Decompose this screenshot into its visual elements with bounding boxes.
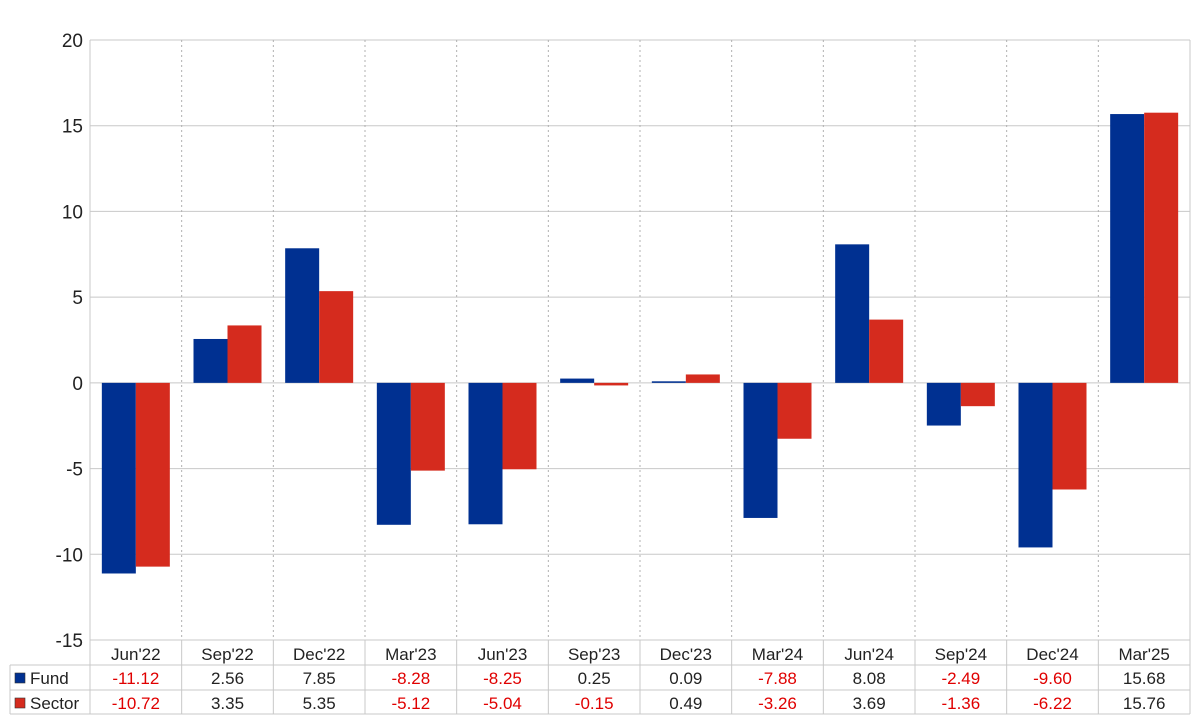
bar-sector [777,382,812,439]
data-label: -6.22 [1033,694,1072,713]
bar-sector [960,382,995,407]
bar-fund [835,244,870,383]
y-tick-label: 0 [72,374,83,395]
bar-fund [651,381,686,383]
data-label: -2.49 [941,669,980,688]
data-label: 3.69 [853,694,886,713]
data-label: -9.60 [1033,669,1072,688]
category-label: Jun'24 [844,645,894,664]
data-label: -7.88 [758,669,797,688]
data-label: -11.12 [112,669,159,688]
y-tick-label: 15 [62,117,83,138]
y-tick-label: 5 [72,288,83,309]
data-label: 8.08 [853,669,886,688]
gridlines [89,39,1191,641]
data-label: -8.25 [483,669,522,688]
data-label: -1.36 [941,694,980,713]
legend-label-sector: Sector [30,694,79,713]
bar-fund [285,248,320,383]
bar-sector [869,319,904,383]
category-label: Mar'25 [1118,645,1169,664]
category-label: Sep'22 [201,645,253,664]
data-label: 0.49 [669,694,702,713]
bar-sector [319,291,354,383]
category-label: Dec'24 [1026,645,1078,664]
category-label: Jun'23 [478,645,528,664]
bar-sector [135,382,170,567]
bar-fund [743,382,778,518]
data-label: -0.15 [575,694,614,713]
data-label: -5.04 [483,694,522,713]
legend-swatch-fund [14,672,26,684]
data-label: 5.35 [303,694,336,713]
bar-fund [1110,114,1145,383]
data-label: 7.85 [303,669,336,688]
legend-label-fund: Fund [30,669,69,688]
y-tick-label: -5 [66,460,83,481]
data-label: -5.12 [391,694,430,713]
bar-fund [101,382,136,574]
y-tick-label: 20 [62,31,83,52]
bar-sector [1052,382,1087,490]
data-table: Jun'22 Sep'22 Dec'22 Mar'23 Jun'23 Sep'23 Dec'… [9,639,1191,715]
category-label: Mar'23 [385,645,436,664]
category-label: Sep'23 [568,645,620,664]
category-label: Sep'24 [935,645,987,664]
data-label: 0.09 [669,669,702,688]
data-label: 15.68 [1123,669,1166,688]
data-label: 3.35 [211,694,244,713]
y-tick-label: -15 [56,631,83,652]
y-tick-label: 10 [62,202,83,223]
legend-swatch-sector [14,697,26,709]
category-label: Mar'24 [752,645,803,664]
bar-fund [560,378,595,383]
y-tick-label: -10 [56,545,83,566]
bar-fund [468,382,503,525]
bar-sector [685,374,720,383]
data-label: 0.25 [578,669,611,688]
bar-fund [376,382,411,525]
data-label: 2.56 [211,669,244,688]
data-label: -8.28 [391,669,430,688]
bar-fund [193,338,228,383]
data-label: -10.72 [112,694,160,713]
category-label: Dec'23 [660,645,712,664]
bar-sector [410,382,445,471]
bar-sector [227,325,262,383]
bar-sector [594,382,629,386]
category-label: Jun'22 [111,645,161,664]
bar-fund [926,382,961,426]
bars [101,112,1179,574]
bar-fund [1018,382,1053,548]
bar-sector [1144,112,1179,383]
category-label: Dec'22 [293,645,345,664]
data-label: 15.76 [1123,694,1166,713]
data-label: -3.26 [758,694,797,713]
y-axis-ticks: 20 15 10 5 0 -5 -10 -15 [56,31,83,652]
bar-sector [502,382,537,470]
